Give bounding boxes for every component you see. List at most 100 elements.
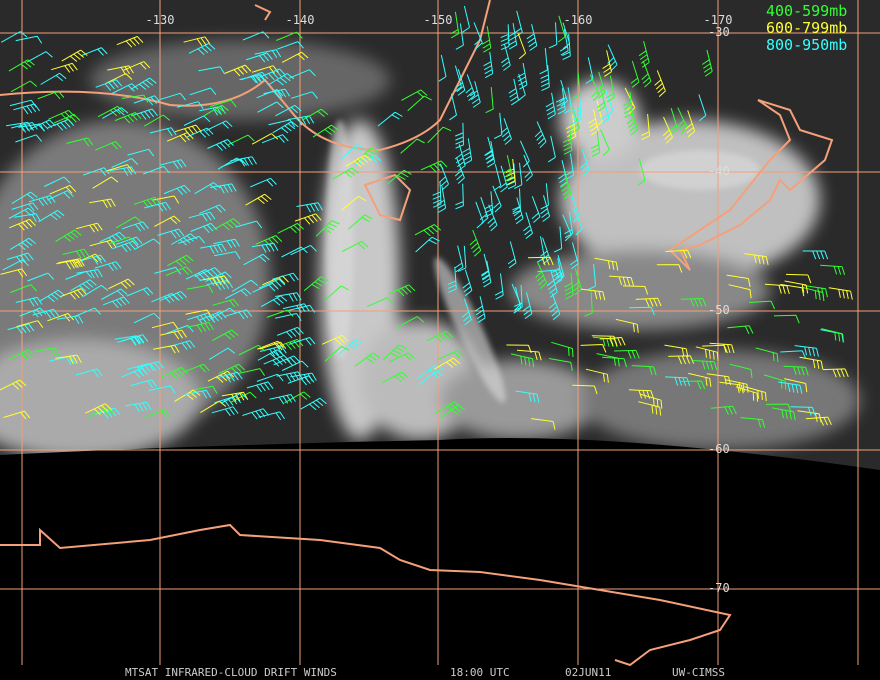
wind-barb [507,241,517,269]
wind-barb [7,323,35,335]
wind-barb [499,165,508,193]
wind-barb [688,372,712,387]
wind-barb [114,112,142,124]
lon-label: -150 [424,13,453,27]
wind-barb [26,51,53,63]
wind-barb [106,164,133,172]
wind-barb [340,144,365,160]
wind-barb [271,272,299,282]
wind-barb [28,195,56,207]
wind-barb [245,193,272,206]
wind-barb [6,252,34,264]
wind-barb [315,220,340,237]
wind-barb [8,349,35,360]
wind-barb [109,166,137,176]
wind-barb [564,273,574,300]
wind-barb [75,222,103,233]
wind-barb [15,296,43,307]
wind-barb [607,44,618,72]
wind-barb [245,52,273,63]
wind-barb [255,235,283,247]
wind-barb [85,403,112,416]
wind-barb [572,97,582,124]
lon-label: -160 [564,13,593,27]
wind-barb [519,140,530,168]
wind-barb [571,195,580,223]
wind-barb [778,381,803,394]
wind-barb [312,124,339,138]
wind-barb [599,337,626,347]
wind-barb [347,214,373,230]
wind-barb [449,93,457,121]
wind-barb [562,214,572,242]
wind-barb [213,238,240,249]
wind-barb [572,384,598,395]
wind-barb [32,308,60,319]
wind-barb [401,89,428,101]
wind-barb [512,197,524,225]
wind-barb [133,312,161,324]
wind-barb [225,309,253,320]
wind-barb [324,285,349,301]
wind-barb [702,49,713,77]
wind-barb [685,110,696,138]
wind-barb [290,244,317,256]
wind-barb [230,391,257,403]
wind-barb [251,242,279,253]
wind-barb [417,364,444,379]
wind-barb [70,279,97,292]
wind-barb [56,259,83,270]
wind-barb [275,292,302,302]
wind-barb [515,390,540,403]
wind-barb [115,216,143,229]
wind-barb [212,329,239,341]
wind-barb [535,262,547,290]
wind-barb [426,330,454,343]
wind-barb [662,116,673,144]
wind-barb [560,172,572,200]
wind-barb [692,360,718,371]
wind-barb [58,258,85,268]
wind-barb [51,62,78,73]
legend-entry: 800-950mb [766,36,847,54]
wind-barb [160,290,188,302]
wind-barb [2,259,30,271]
wind-barb [523,154,533,182]
wind-barb [174,389,201,402]
wind-barb [171,233,198,246]
wind-barb [284,391,311,404]
wind-barb [341,240,369,253]
wind-barb [487,204,498,232]
wind-barb [596,353,620,367]
wind-barb [185,309,213,318]
wind-barb [268,73,295,86]
wind-barb [56,315,84,325]
graticule [0,0,880,665]
wind-barb [799,356,824,370]
wind-barb [242,408,269,420]
wind-barb [432,181,442,208]
wind-barb [494,112,503,139]
wind-barb [526,24,538,51]
wind-barb [635,297,662,307]
wind-barb [438,54,447,82]
wind-barb [622,285,649,295]
wind-barb [338,339,363,356]
wind-barb [434,357,461,370]
wind-barb [600,129,610,156]
wind-barb [163,184,191,195]
wind-barb [277,222,304,234]
wind-barb [99,231,127,244]
footer-text: MTSAT INFRARED-CLOUD DRIFT WINDS [125,666,337,679]
wind-barb [161,366,188,379]
wind-barb [242,31,270,41]
wind-barb [217,157,244,170]
wind-barb [209,99,237,108]
wind-barb [420,160,448,173]
wind-barb [259,68,286,81]
wind-barb [251,65,279,74]
wind-barb [780,350,807,359]
wind-barb [273,355,301,366]
wind-barb [623,91,633,118]
wind-barb [438,163,449,191]
